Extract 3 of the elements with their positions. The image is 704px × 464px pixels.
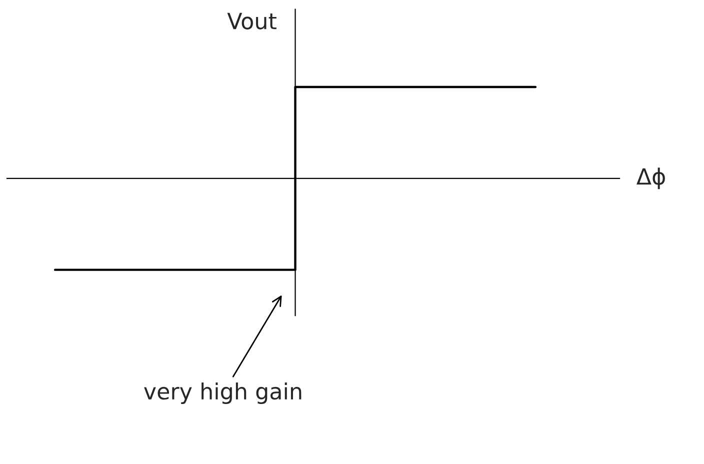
x-axis-title: Δϕ bbox=[636, 168, 665, 190]
text: very high gain bbox=[144, 382, 302, 404]
y-axis-title: Vout bbox=[227, 12, 276, 30]
